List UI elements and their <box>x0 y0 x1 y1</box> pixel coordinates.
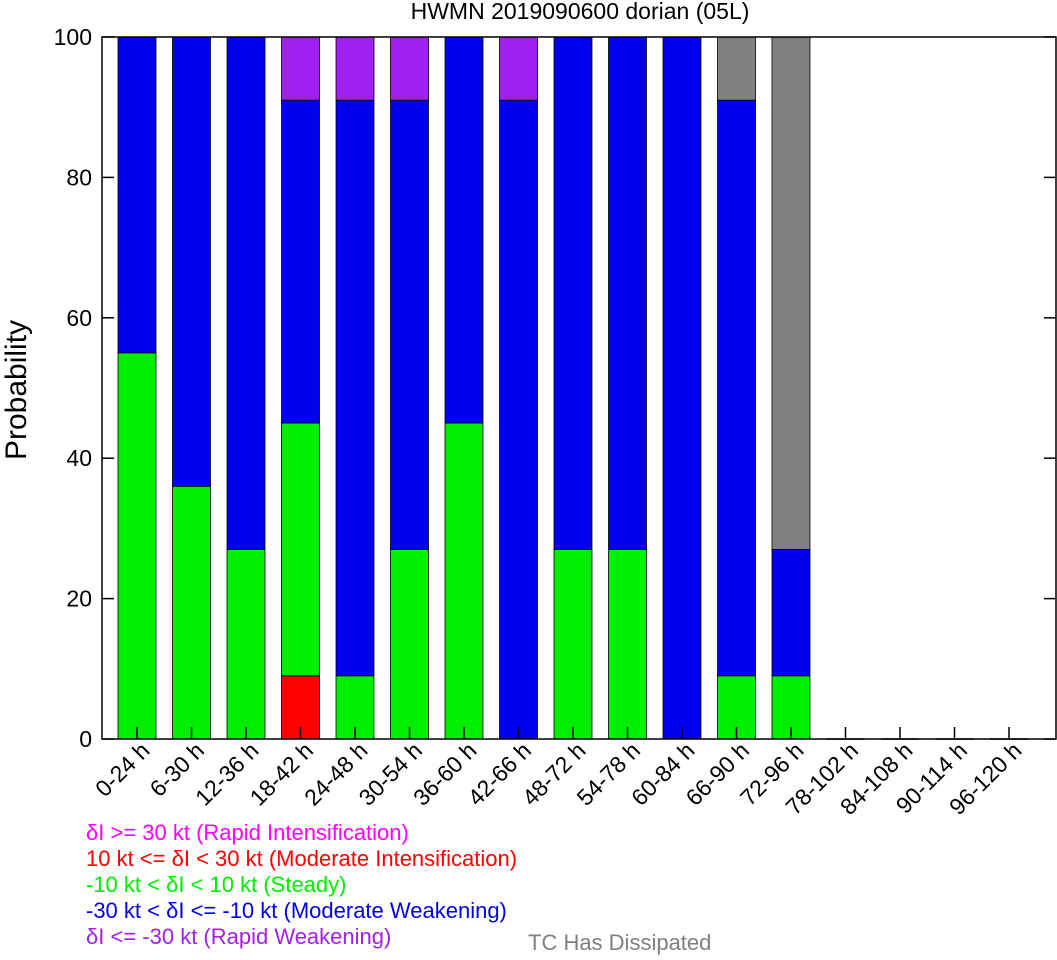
y-tick-label-100: 100 <box>54 24 92 50</box>
bar-segment-mw-9 <box>608 36 647 550</box>
bar-segment-st-1 <box>172 485 211 740</box>
bar-segment-mw-0 <box>117 36 157 354</box>
bar-segment-mw-7 <box>499 99 538 740</box>
legend-entry-rapid-weakening: δI <= -30 kt (Rapid Weakening) <box>86 924 392 949</box>
x-axis: 0-24 h6-30 h12-36 h18-42 h24-48 h30-54 h… <box>90 727 1027 820</box>
legend: δI >= 30 kt (Rapid Intensification) 10 k… <box>86 820 517 950</box>
bar-segment-mw-5 <box>390 99 429 550</box>
bar-segment-st-2 <box>226 549 266 740</box>
bar-segment-rw-5 <box>390 36 429 101</box>
bar-segment-mw-8 <box>553 36 593 550</box>
legend-entry-moderate-weakening: -30 kt < δI <= -10 kt (Moderate Weakenin… <box>86 898 507 923</box>
legend-entry-rapid-intensification: δI >= 30 kt (Rapid Intensification) <box>86 820 409 845</box>
y-tick-label-80: 80 <box>66 164 92 190</box>
bar-segment-rw-4 <box>335 36 375 101</box>
bar-segment-st-5 <box>390 549 429 740</box>
plot-frame <box>101 36 1057 740</box>
bar-segment-mw-1 <box>172 36 211 487</box>
y-tick-label-20: 20 <box>66 586 92 612</box>
chart-title: HWMN 2019090600 dorian (05L) <box>411 0 750 24</box>
bar-segment-st-8 <box>553 549 593 740</box>
bar-segment-st-0 <box>117 352 157 740</box>
bar-segment-mw-3 <box>281 99 320 424</box>
bar-segment-dis-12 <box>771 36 811 550</box>
bar-segment-rw-3 <box>281 36 320 101</box>
bar-segment-mw-10 <box>662 36 702 740</box>
x-tick-label-0: 0-24 h <box>90 737 155 802</box>
bar-segment-mw-2 <box>226 36 266 550</box>
y-axis: 0 20 40 60 80 100 <box>54 24 1056 752</box>
bar-segment-mw-4 <box>335 99 375 677</box>
y-axis-label: Probability <box>0 320 33 460</box>
bar-segment-rw-7 <box>499 36 538 101</box>
legend-entry-steady: -10 kt < δI < 10 kt (Steady) <box>86 872 347 897</box>
bar-segment-st-3 <box>281 422 320 677</box>
bar-segment-mw-11 <box>717 99 756 677</box>
bar-segment-st-6 <box>444 422 484 740</box>
bar-segment-mw-12 <box>771 549 811 677</box>
bar-segment-st-9 <box>608 549 647 740</box>
y-tick-label-40: 40 <box>66 445 92 471</box>
y-tick-label-0: 0 <box>79 726 92 752</box>
legend-entry-moderate-intensification: 10 kt <= δI < 30 kt (Moderate Intensific… <box>86 846 518 871</box>
bar-segment-dis-11 <box>717 36 756 101</box>
y-tick-label-60: 60 <box>66 305 92 331</box>
bar-segment-mw-6 <box>444 36 484 424</box>
legend-entry-dissipated: TC Has Dissipated <box>528 930 712 955</box>
bars-group <box>117 36 1028 740</box>
